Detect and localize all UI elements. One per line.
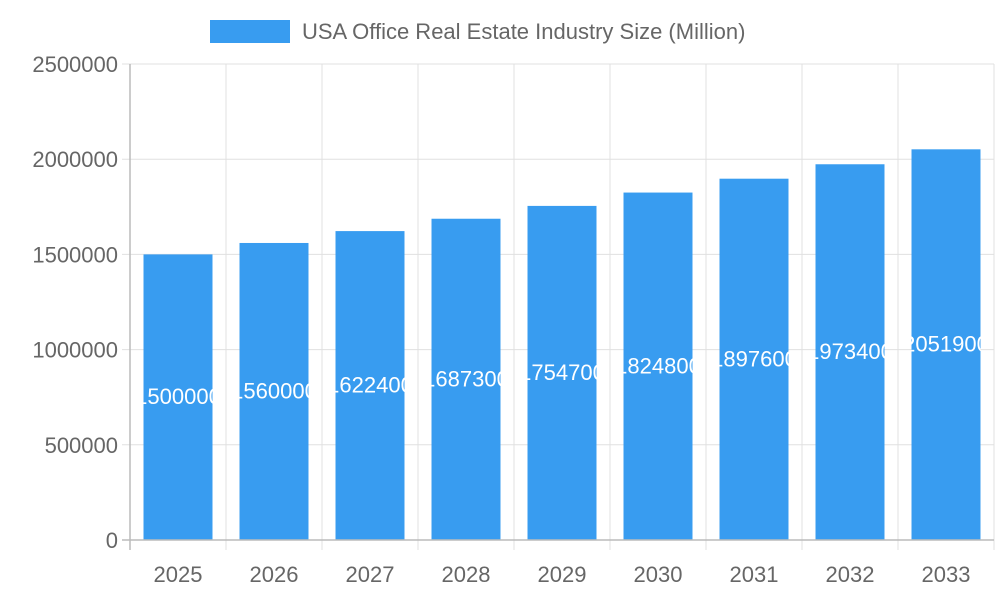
x-tick-label: 2031 bbox=[730, 562, 779, 587]
data-label: 2051900 bbox=[903, 332, 989, 357]
y-tick-label: 1000000 bbox=[32, 338, 118, 363]
grid bbox=[122, 63, 995, 550]
legend-label: USA Office Real Estate Industry Size (Mi… bbox=[302, 19, 745, 44]
bar bbox=[527, 205, 597, 540]
axes: 0 500000 1000000 1500000 2000000 2500000 2025 2… bbox=[32, 52, 994, 587]
bar bbox=[911, 149, 981, 540]
x-tick-label: 2025 bbox=[154, 562, 203, 587]
x-tick-label: 2027 bbox=[346, 562, 395, 587]
data-label: 1560000 bbox=[231, 378, 317, 403]
y-tick-label: 2500000 bbox=[32, 52, 118, 77]
data-label: 1622400 bbox=[327, 373, 413, 398]
data-label: 1897600 bbox=[711, 346, 797, 371]
bar bbox=[431, 218, 501, 540]
bar bbox=[143, 254, 213, 540]
y-tick-label: 0 bbox=[106, 528, 118, 553]
bar bbox=[335, 231, 405, 541]
x-tick-label: 2030 bbox=[634, 562, 683, 587]
x-tick-label: 2033 bbox=[922, 562, 971, 587]
data-label: 1824800 bbox=[615, 353, 701, 378]
data-label: 1973400 bbox=[807, 339, 893, 364]
legend[interactable]: USA Office Real Estate Industry Size (Mi… bbox=[210, 19, 745, 44]
y-tick-label: 1500000 bbox=[32, 242, 118, 267]
bar bbox=[239, 242, 309, 540]
legend-swatch bbox=[210, 20, 290, 43]
bars: 1500000 1560000 1622400 1687300 1754700 18248… bbox=[135, 149, 989, 541]
x-tick-label: 2032 bbox=[826, 562, 875, 587]
bar bbox=[623, 192, 693, 540]
x-tick-label: 2026 bbox=[250, 562, 299, 587]
x-tick-label: 2028 bbox=[442, 562, 491, 587]
data-label: 1754700 bbox=[519, 360, 605, 385]
y-tick-label: 2000000 bbox=[32, 147, 118, 172]
y-tick-label: 500000 bbox=[45, 433, 118, 458]
x-tick-label: 2029 bbox=[538, 562, 587, 587]
bar bbox=[815, 164, 885, 540]
data-label: 1500000 bbox=[135, 384, 221, 409]
data-label: 1687300 bbox=[423, 366, 509, 391]
bar bbox=[719, 178, 789, 540]
